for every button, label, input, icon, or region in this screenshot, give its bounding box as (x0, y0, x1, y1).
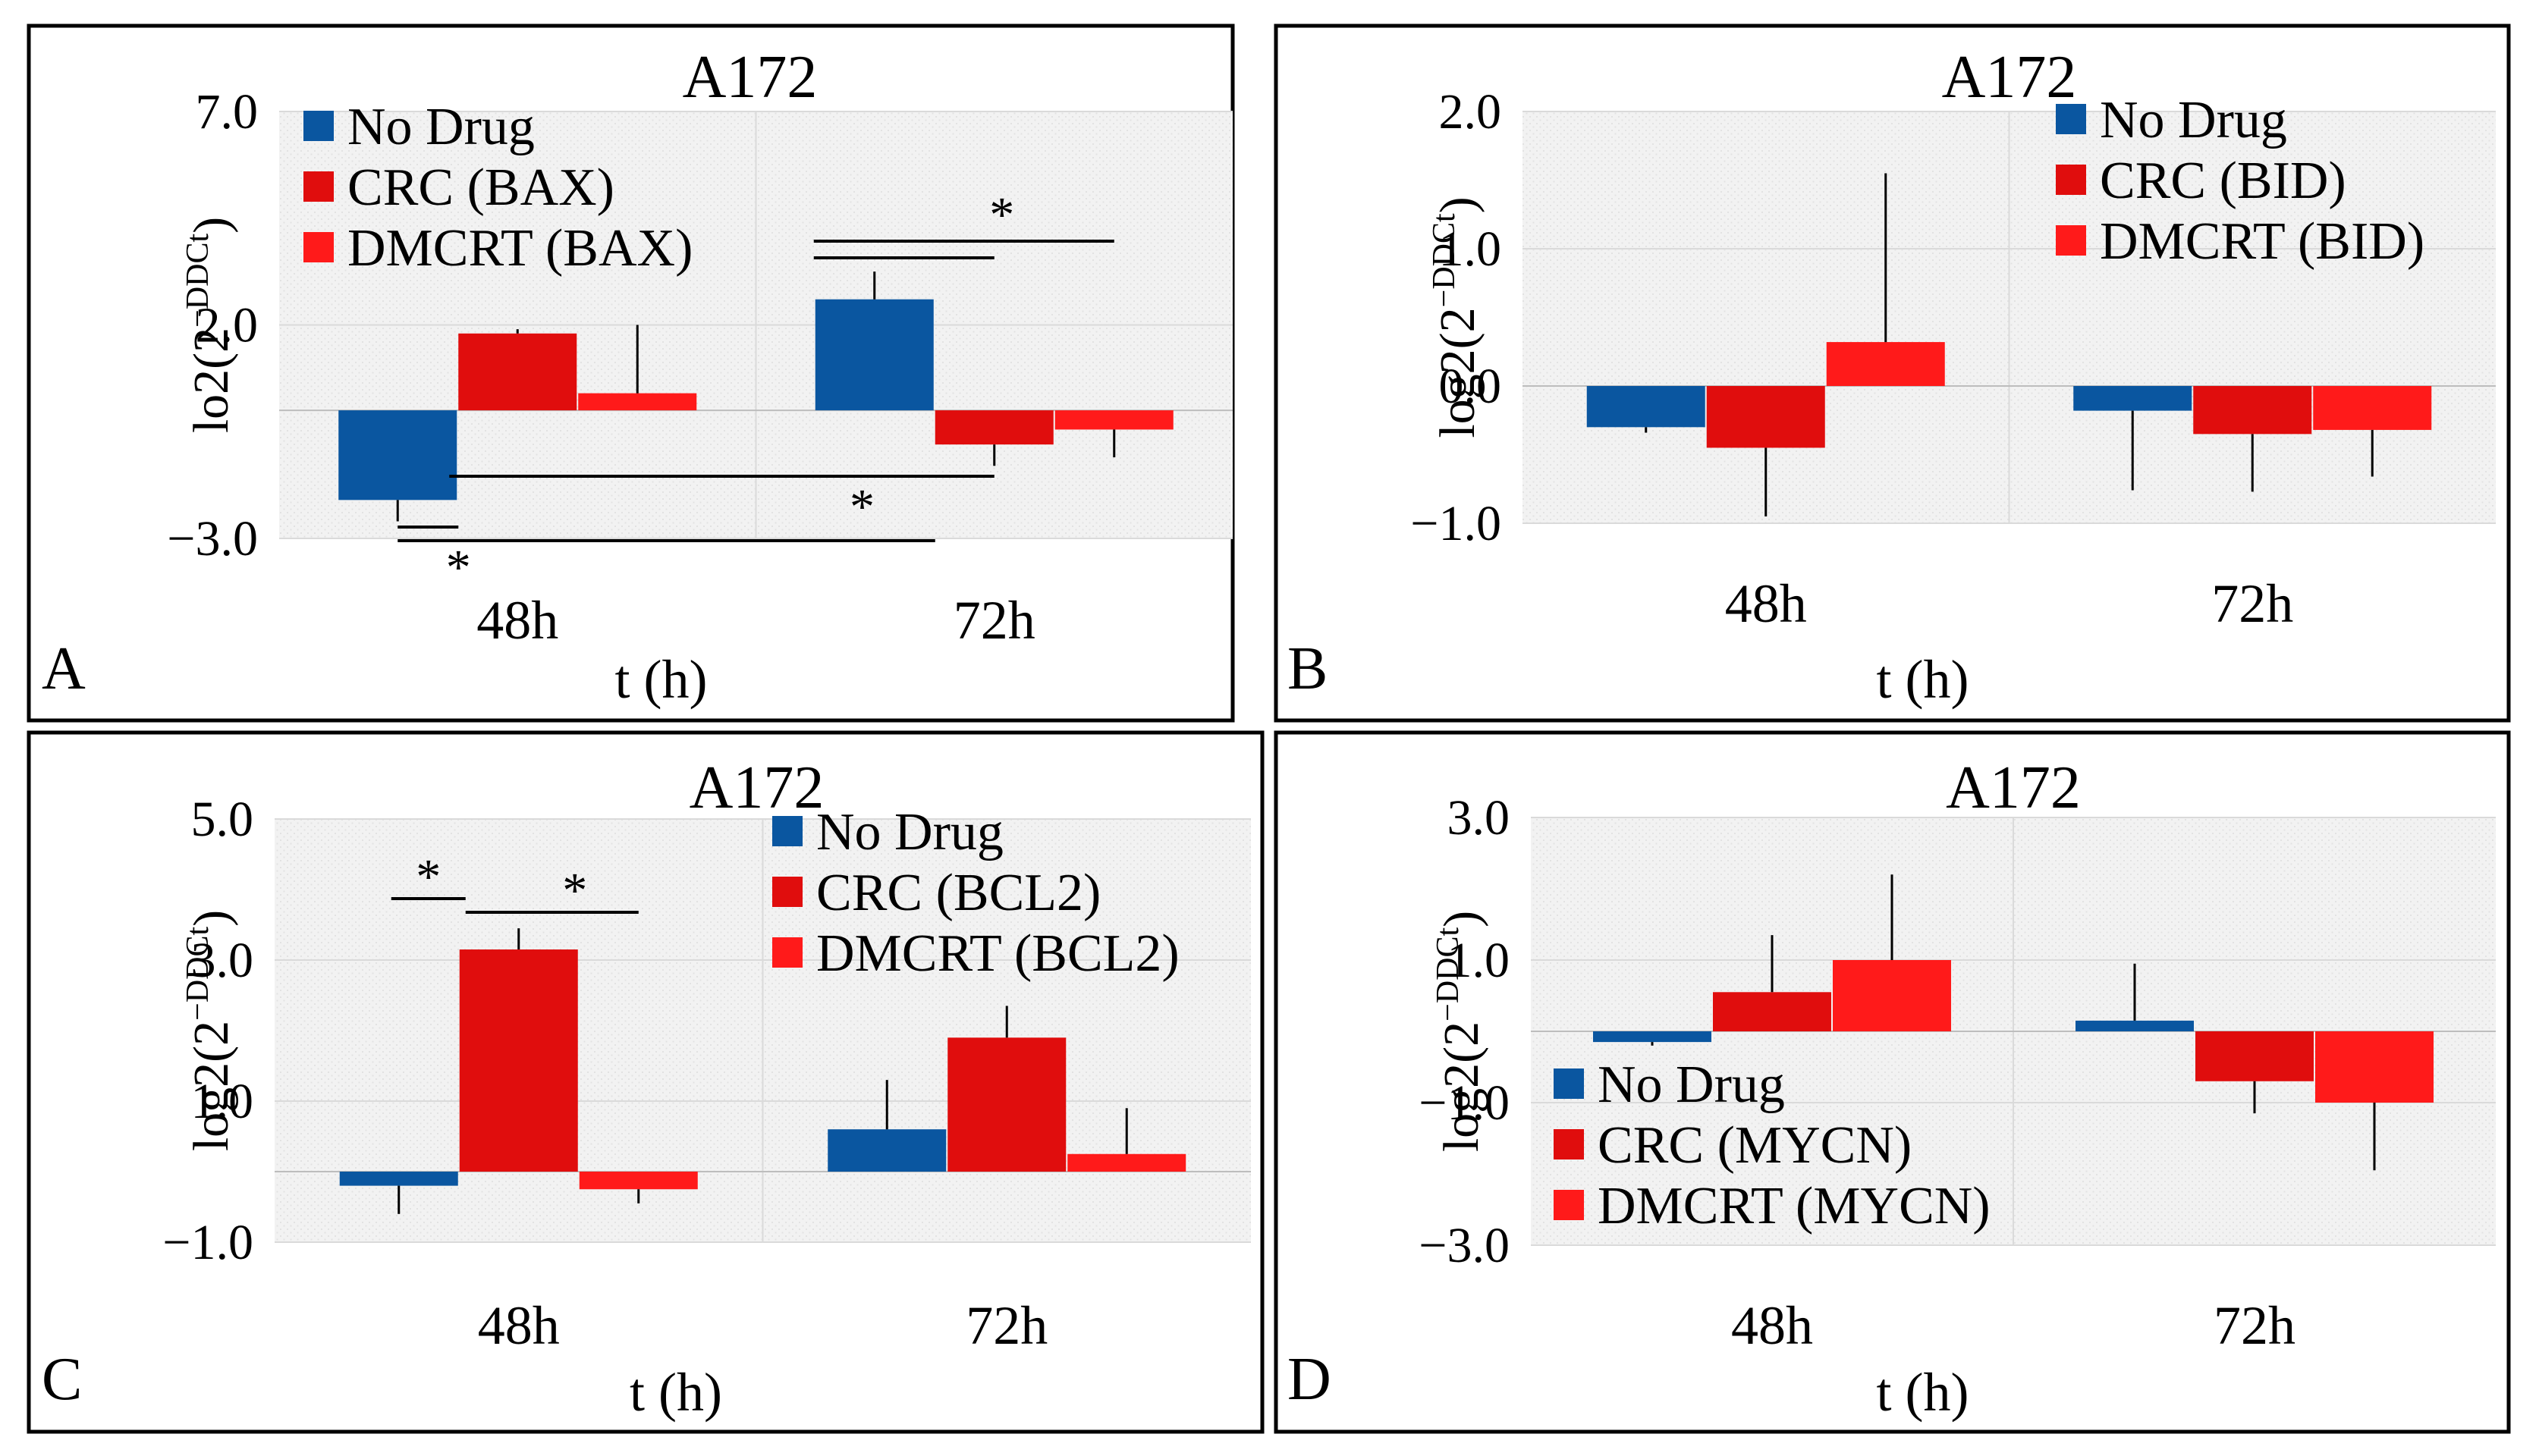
y-tick-label: −3.0 (167, 511, 258, 566)
y-axis-label: log2(2−DDCt) (181, 910, 239, 1151)
legend-swatch (1554, 1190, 1584, 1220)
y-tick-label: −1.0 (1410, 496, 1501, 551)
x-axis-label: t (h) (615, 649, 708, 710)
x-tick-label: 72h (966, 1295, 1048, 1356)
bar-dmcrt-48h (1826, 342, 1945, 386)
legend-swatch (1554, 1068, 1584, 1099)
bar-no_drug-48h (339, 1172, 458, 1186)
bar-no_drug-72h (2073, 386, 2192, 411)
y-tick-label: 5.0 (191, 792, 254, 847)
bar-dmcrt-72h (2315, 1031, 2434, 1103)
chart-title: A172 (1942, 44, 2077, 111)
panel-d: 3.0 1.0 −1.0 −3.0 log2(2−DDCt) A172 48h 72h t (h… (1274, 730, 2511, 1434)
panel-letter: A (42, 635, 86, 702)
legend-label: No Drug (1598, 1056, 1785, 1114)
bar-crc-48h (458, 333, 577, 411)
panel-a: 7.0 2.0 −3.0 lo2(2−DDCt) A172 48h 72h t (h) A No … (27, 24, 1235, 723)
legend-swatch (303, 171, 334, 202)
bar-no_drug-48h (1586, 386, 1705, 428)
bar-crc-72h (2193, 386, 2312, 435)
x-axis-label: t (h) (1877, 1362, 1969, 1423)
y-tick-label: 7.0 (196, 84, 259, 140)
y-tick-label: 0.0 (1439, 359, 1502, 414)
legend-label: CRC (BCL2) (816, 864, 1101, 922)
significance-mark: * (989, 187, 1014, 243)
bar-crc-48h (1706, 386, 1825, 448)
x-tick-label: 48h (476, 590, 558, 651)
significance-mark: * (416, 849, 441, 905)
legend-swatch (2056, 225, 2086, 256)
y-axis-label: log2(2−DDCt) (1431, 911, 1489, 1152)
x-axis-label: t (h) (1877, 649, 1969, 710)
legend-label: No Drug (2100, 91, 2287, 149)
legend-swatch (2056, 165, 2086, 195)
y-tick-label: 3.0 (1447, 790, 1510, 846)
x-tick-label: 72h (954, 590, 1035, 651)
y-tick-label: 2.0 (196, 298, 259, 353)
bar-dmcrt-48h (1833, 960, 1951, 1031)
legend-label: DMCRT (BCL2) (816, 924, 1180, 983)
bar-no_drug-72h (815, 299, 934, 411)
x-tick-label: 48h (1725, 573, 1807, 634)
significance-mark: * (446, 540, 471, 595)
y-axis-label: log2(2−DDCt) (1427, 196, 1485, 438)
chart-title: A172 (1946, 755, 2081, 821)
panel-c: 5.0 3.0 1.0 −1.0 log2(2−DDCt) A172 48h 72h t (h)… (27, 730, 1265, 1434)
y-tick-label: 2.0 (1439, 84, 1502, 140)
y-tick-label: −3.0 (1419, 1218, 1510, 1273)
legend-label: No Drug (347, 98, 535, 156)
legend-swatch (303, 111, 334, 141)
bar-no_drug-48h (1593, 1031, 1711, 1043)
y-tick-label: −1.0 (162, 1215, 253, 1270)
bar-crc-72h (935, 410, 1054, 445)
bar-no_drug-48h (338, 410, 457, 500)
x-axis-label: t (h) (630, 1362, 722, 1423)
bar-no_drug-72h (2076, 1020, 2194, 1031)
legend-swatch (772, 877, 803, 907)
legend-label: CRC (MYCN) (1598, 1116, 1912, 1175)
bar-crc-48h (459, 949, 578, 1172)
bar-dmcrt-72h (2313, 386, 2432, 430)
x-tick-label: 48h (478, 1295, 560, 1356)
bar-crc-72h (947, 1037, 1067, 1172)
y-tick-label: 1.0 (1447, 933, 1510, 988)
bar-dmcrt-72h (1054, 410, 1174, 430)
panel-letter: D (1287, 1346, 1331, 1413)
significance-mark: * (850, 479, 875, 535)
legend-label: CRC (BAX) (347, 158, 614, 217)
bar-crc-72h (2195, 1031, 2314, 1081)
bar-dmcrt-48h (578, 393, 697, 411)
legend-label: DMCRT (BID) (2100, 212, 2424, 271)
bar-dmcrt-72h (1067, 1153, 1186, 1172)
chart-title: A172 (690, 755, 825, 821)
bar-dmcrt-48h (579, 1172, 698, 1190)
legend-swatch (2056, 104, 2086, 134)
bar-crc-48h (1713, 992, 1831, 1031)
legend-swatch (772, 937, 803, 968)
legend-swatch (1554, 1129, 1584, 1159)
legend-label: DMCRT (MYCN) (1598, 1177, 1991, 1235)
y-tick-label: 1.0 (191, 1074, 254, 1129)
x-tick-label: 72h (2211, 573, 2293, 634)
legend-label: CRC (BID) (2100, 152, 2346, 210)
bar-no_drug-72h (828, 1129, 947, 1172)
panel-letter: C (42, 1346, 82, 1413)
legend-label: DMCRT (BAX) (347, 219, 693, 278)
y-axis-label: lo2(2−DDCt) (181, 217, 239, 433)
chart-title: A172 (683, 44, 818, 111)
x-tick-label: 72h (2214, 1295, 2295, 1356)
y-tick-label: 3.0 (191, 933, 254, 988)
panel-letter: B (1287, 635, 1328, 702)
panel-b: 2.0 1.0 0.0 −1.0 log2(2−DDCt) A172 48h 72h t (h)… (1274, 24, 2511, 723)
legend-swatch (772, 816, 803, 846)
y-tick-label: −1.0 (1419, 1075, 1510, 1131)
legend-swatch (303, 232, 334, 262)
significance-mark: * (562, 863, 587, 918)
x-tick-label: 48h (1731, 1295, 1813, 1356)
legend-label: No Drug (816, 803, 1004, 861)
y-tick-label: 1.0 (1439, 221, 1502, 277)
